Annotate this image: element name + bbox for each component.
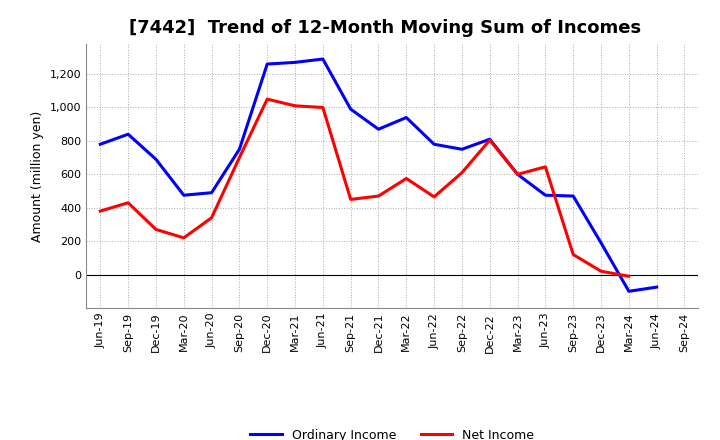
Net Income bbox=[402, 176, 410, 181]
Ordinary Income bbox=[124, 132, 132, 137]
Ordinary Income bbox=[541, 193, 550, 198]
Net Income bbox=[458, 170, 467, 175]
Text: [7442]  Trend of 12-Month Moving Sum of Incomes: [7442] Trend of 12-Month Moving Sum of I… bbox=[130, 19, 642, 37]
Ordinary Income bbox=[569, 194, 577, 199]
Ordinary Income bbox=[346, 106, 355, 112]
Ordinary Income bbox=[374, 127, 383, 132]
Ordinary Income bbox=[485, 136, 494, 142]
Net Income bbox=[597, 268, 606, 274]
Ordinary Income bbox=[597, 240, 606, 246]
Line: Ordinary Income: Ordinary Income bbox=[100, 59, 657, 291]
Ordinary Income bbox=[152, 157, 161, 162]
Net Income bbox=[624, 274, 633, 279]
Ordinary Income bbox=[458, 147, 467, 152]
Net Income bbox=[569, 252, 577, 257]
Line: Net Income: Net Income bbox=[100, 99, 629, 276]
Net Income bbox=[124, 200, 132, 205]
Net Income bbox=[179, 235, 188, 241]
Ordinary Income bbox=[235, 147, 243, 152]
Net Income bbox=[374, 194, 383, 199]
Ordinary Income bbox=[179, 193, 188, 198]
Ordinary Income bbox=[291, 60, 300, 65]
Net Income bbox=[235, 155, 243, 160]
Net Income bbox=[263, 96, 271, 102]
Net Income bbox=[96, 209, 104, 214]
Ordinary Income bbox=[96, 142, 104, 147]
Net Income bbox=[541, 164, 550, 169]
Ordinary Income bbox=[207, 190, 216, 195]
Ordinary Income bbox=[624, 289, 633, 294]
Ordinary Income bbox=[430, 142, 438, 147]
Net Income bbox=[430, 194, 438, 199]
Net Income bbox=[291, 103, 300, 109]
Ordinary Income bbox=[402, 115, 410, 120]
Net Income bbox=[346, 197, 355, 202]
Net Income bbox=[485, 137, 494, 143]
Ordinary Income bbox=[513, 172, 522, 177]
Ordinary Income bbox=[318, 56, 327, 62]
Ordinary Income bbox=[263, 62, 271, 67]
Net Income bbox=[207, 215, 216, 220]
Y-axis label: Amount (million yen): Amount (million yen) bbox=[32, 110, 45, 242]
Legend: Ordinary Income, Net Income: Ordinary Income, Net Income bbox=[246, 423, 539, 440]
Net Income bbox=[513, 172, 522, 177]
Net Income bbox=[318, 105, 327, 110]
Ordinary Income bbox=[652, 285, 661, 290]
Net Income bbox=[152, 227, 161, 232]
